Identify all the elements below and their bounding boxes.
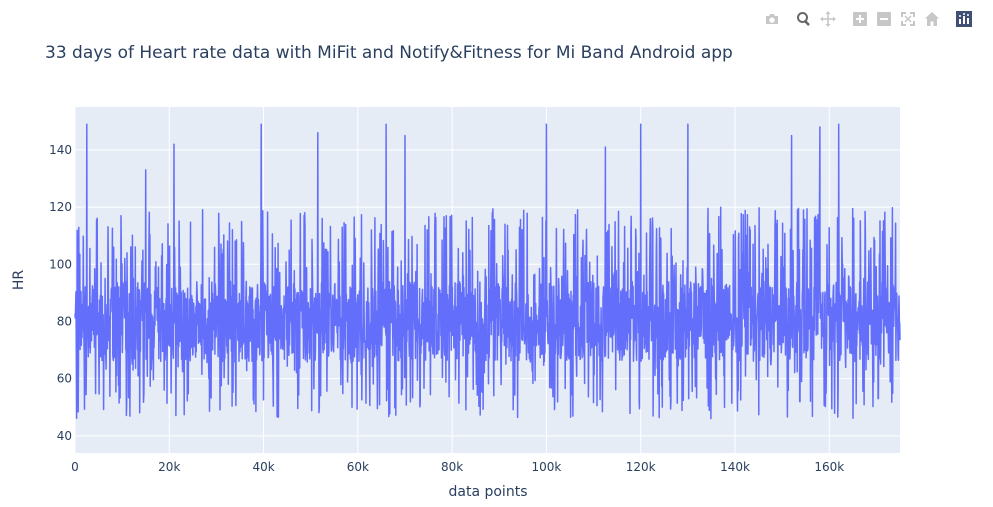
y-tick-label: 140 <box>49 143 72 157</box>
zoom-in-icon[interactable] <box>848 8 872 30</box>
home-icon[interactable] <box>920 8 944 30</box>
zoom-out-icon[interactable] <box>872 8 896 30</box>
series-line-hr <box>74 123 901 420</box>
x-tick-label: 20k <box>158 460 180 474</box>
chart-title: 33 days of Heart rate data with MiFit an… <box>45 43 733 63</box>
x-tick-label: 100k <box>531 460 561 474</box>
y-tick-label: 60 <box>57 372 72 386</box>
plotly-logo-icon[interactable] <box>952 8 976 30</box>
pan-icon[interactable] <box>816 8 840 30</box>
x-tick-label: 40k <box>252 460 274 474</box>
y-tick-label: 40 <box>57 429 72 443</box>
x-tick-label: 60k <box>347 460 369 474</box>
x-tick-label: 80k <box>441 460 463 474</box>
x-tick-label: 0 <box>71 460 79 474</box>
camera-icon[interactable] <box>760 8 784 30</box>
y-tick-label: 100 <box>49 257 72 271</box>
y-tick-label: 80 <box>57 314 72 328</box>
y-tick-label: 120 <box>49 200 72 214</box>
zoom-icon[interactable] <box>792 8 816 30</box>
y-axis-ticks: 40 60 80 100 120 140 <box>49 143 72 443</box>
modebar <box>760 8 976 30</box>
autoscale-icon[interactable] <box>896 8 920 30</box>
x-axis-label: data points <box>449 484 528 500</box>
x-axis-ticks: 0 20k 40k 60k 80k 100k 120k 140k 160k <box>71 460 844 474</box>
x-tick-label: 120k <box>626 460 656 474</box>
x-tick-label: 140k <box>720 460 750 474</box>
y-axis-label: HR <box>11 270 27 291</box>
x-tick-label: 160k <box>814 460 844 474</box>
